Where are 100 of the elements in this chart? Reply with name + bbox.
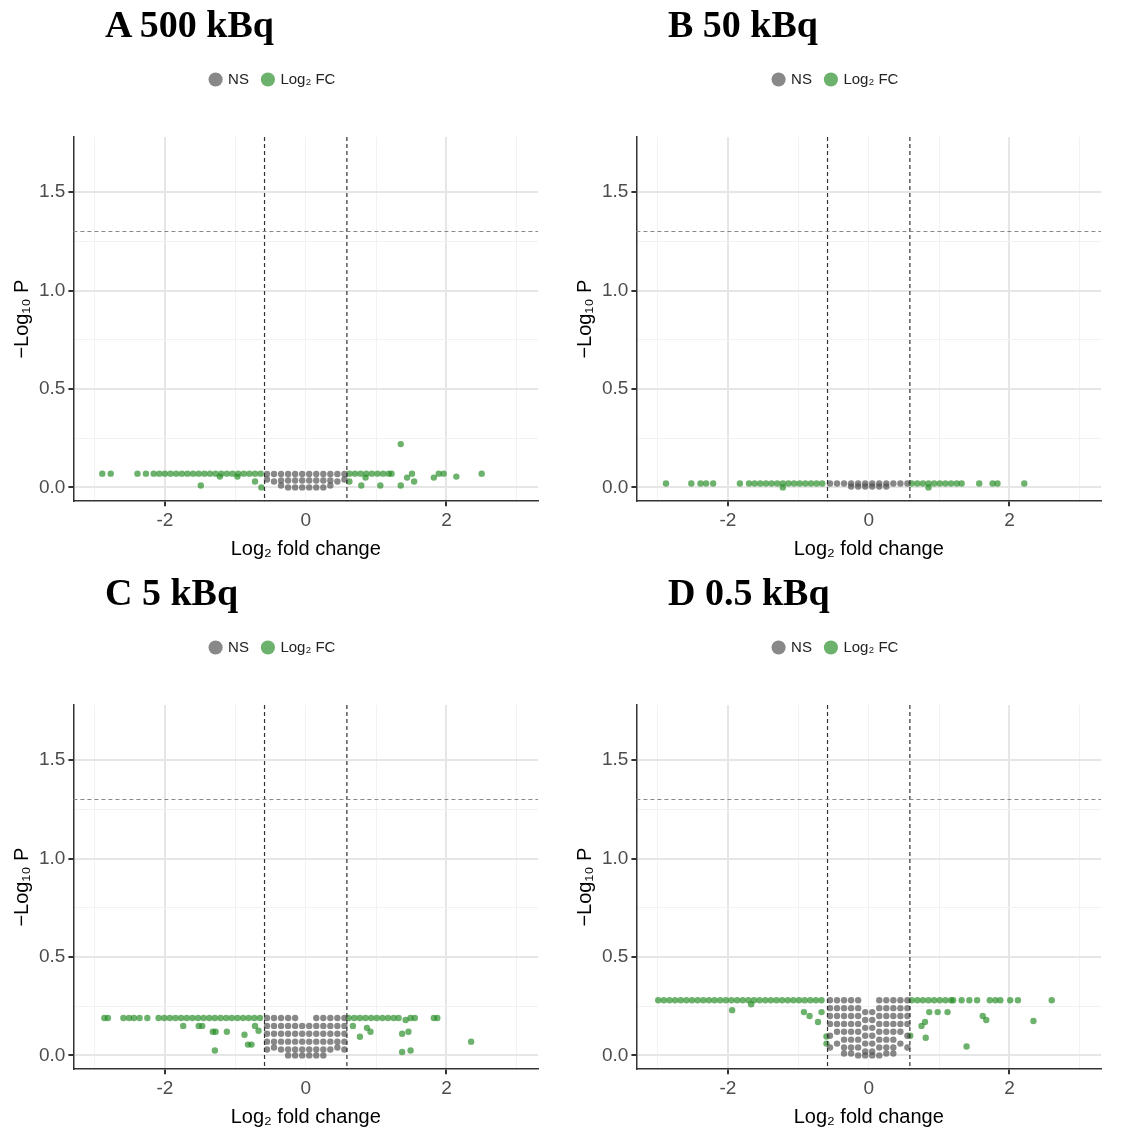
point: [320, 484, 327, 491]
y-tick-label: 0.5: [38, 945, 66, 967]
point: [229, 470, 236, 477]
point: [397, 482, 404, 489]
point: [374, 470, 381, 477]
x-axis-title: Log₂ fold change: [793, 1104, 944, 1127]
point: [184, 470, 191, 477]
point: [270, 470, 278, 478]
x-tick-label: 2: [441, 1076, 452, 1098]
point: [313, 470, 320, 478]
point: [357, 470, 364, 477]
legend-label: Log₂ FC: [843, 69, 899, 87]
point: [142, 470, 150, 477]
legend-label: NS: [791, 69, 812, 87]
x-tick-label: -2: [719, 1076, 737, 1098]
y-tick-label: 1.5: [601, 180, 629, 202]
point: [284, 470, 292, 478]
point: [161, 470, 169, 477]
legend-label: NS: [228, 69, 249, 87]
y-tick-label: 1.5: [38, 180, 66, 202]
point: [362, 474, 369, 481]
point: [195, 470, 202, 477]
x-axis-title: Log₂ fold change: [793, 536, 944, 559]
chart-title: B 50 kBq: [668, 2, 818, 46]
y-tick-label: 1.0: [38, 846, 66, 868]
point: [99, 470, 106, 477]
point: [327, 470, 334, 478]
point: [341, 476, 348, 483]
point: [334, 470, 341, 478]
x-tick-label: -2: [156, 1076, 174, 1098]
point: [298, 477, 306, 484]
legend-label: Log₂ FC: [280, 637, 336, 655]
point: [327, 477, 334, 484]
point: [320, 470, 327, 478]
x-axis-title: Log₂ fold change: [230, 1104, 381, 1127]
y-tick-label: 1.5: [601, 748, 629, 770]
x-tick-label: 0: [300, 508, 311, 530]
y-tick-label: 1.5: [38, 748, 66, 770]
point: [306, 477, 313, 484]
point: [478, 470, 485, 477]
point: [223, 470, 231, 477]
point: [167, 470, 174, 477]
y-tick-label: 0.0: [601, 475, 629, 497]
point: [379, 470, 387, 477]
point: [240, 470, 247, 477]
y-axis-title: −Log₁₀ P: [9, 279, 32, 359]
point: [251, 470, 259, 477]
point: [403, 474, 411, 481]
point: [313, 477, 320, 484]
point: [189, 470, 197, 477]
y-tick-label: 0.0: [38, 475, 66, 497]
legend-label: NS: [791, 637, 812, 655]
point: [257, 470, 264, 477]
point: [178, 470, 186, 477]
y-axis-title: −Log₁₀ P: [9, 847, 32, 927]
point: [270, 478, 278, 485]
x-tick-label: 0: [863, 1076, 874, 1098]
y-tick-label: 1.0: [38, 278, 66, 300]
point: [327, 482, 334, 489]
chart-title: C 5 kBq: [105, 570, 239, 614]
point: [277, 482, 285, 489]
x-axis-title: Log₂ fold change: [230, 536, 381, 559]
point: [430, 474, 438, 481]
point: [453, 473, 460, 480]
point: [107, 470, 114, 477]
point: [251, 478, 259, 485]
point: [156, 470, 163, 477]
point: [320, 477, 327, 484]
y-tick-label: 0.5: [601, 945, 629, 967]
point: [306, 484, 313, 491]
x-tick-label: 2: [1004, 1076, 1015, 1098]
point: [298, 470, 306, 478]
point: [334, 478, 341, 485]
y-tick-label: 1.0: [601, 278, 629, 300]
point: [351, 470, 359, 477]
x-tick-label: -2: [156, 508, 174, 530]
point: [440, 470, 447, 477]
point: [201, 470, 208, 477]
y-tick-label: 0.5: [601, 377, 629, 399]
point: [258, 484, 265, 491]
point: [277, 470, 285, 478]
point: [172, 470, 180, 477]
point: [408, 470, 416, 477]
chart-title: A 500 kBq: [105, 2, 274, 46]
point: [263, 476, 271, 483]
x-tick-label: 2: [1004, 508, 1015, 530]
x-tick-label: 0: [863, 508, 874, 530]
y-tick-label: 0.0: [601, 1043, 629, 1065]
point: [368, 470, 376, 477]
point: [291, 477, 299, 484]
point: [246, 470, 253, 477]
y-axis-title: −Log₁₀ P: [572, 847, 595, 927]
y-axis-title: −Log₁₀ P: [572, 279, 595, 359]
legend-label: Log₂ FC: [843, 637, 899, 655]
point: [313, 484, 320, 491]
point: [377, 482, 384, 489]
point: [277, 477, 285, 484]
point: [306, 470, 313, 478]
point: [197, 482, 205, 489]
x-tick-label: 0: [300, 1076, 311, 1098]
